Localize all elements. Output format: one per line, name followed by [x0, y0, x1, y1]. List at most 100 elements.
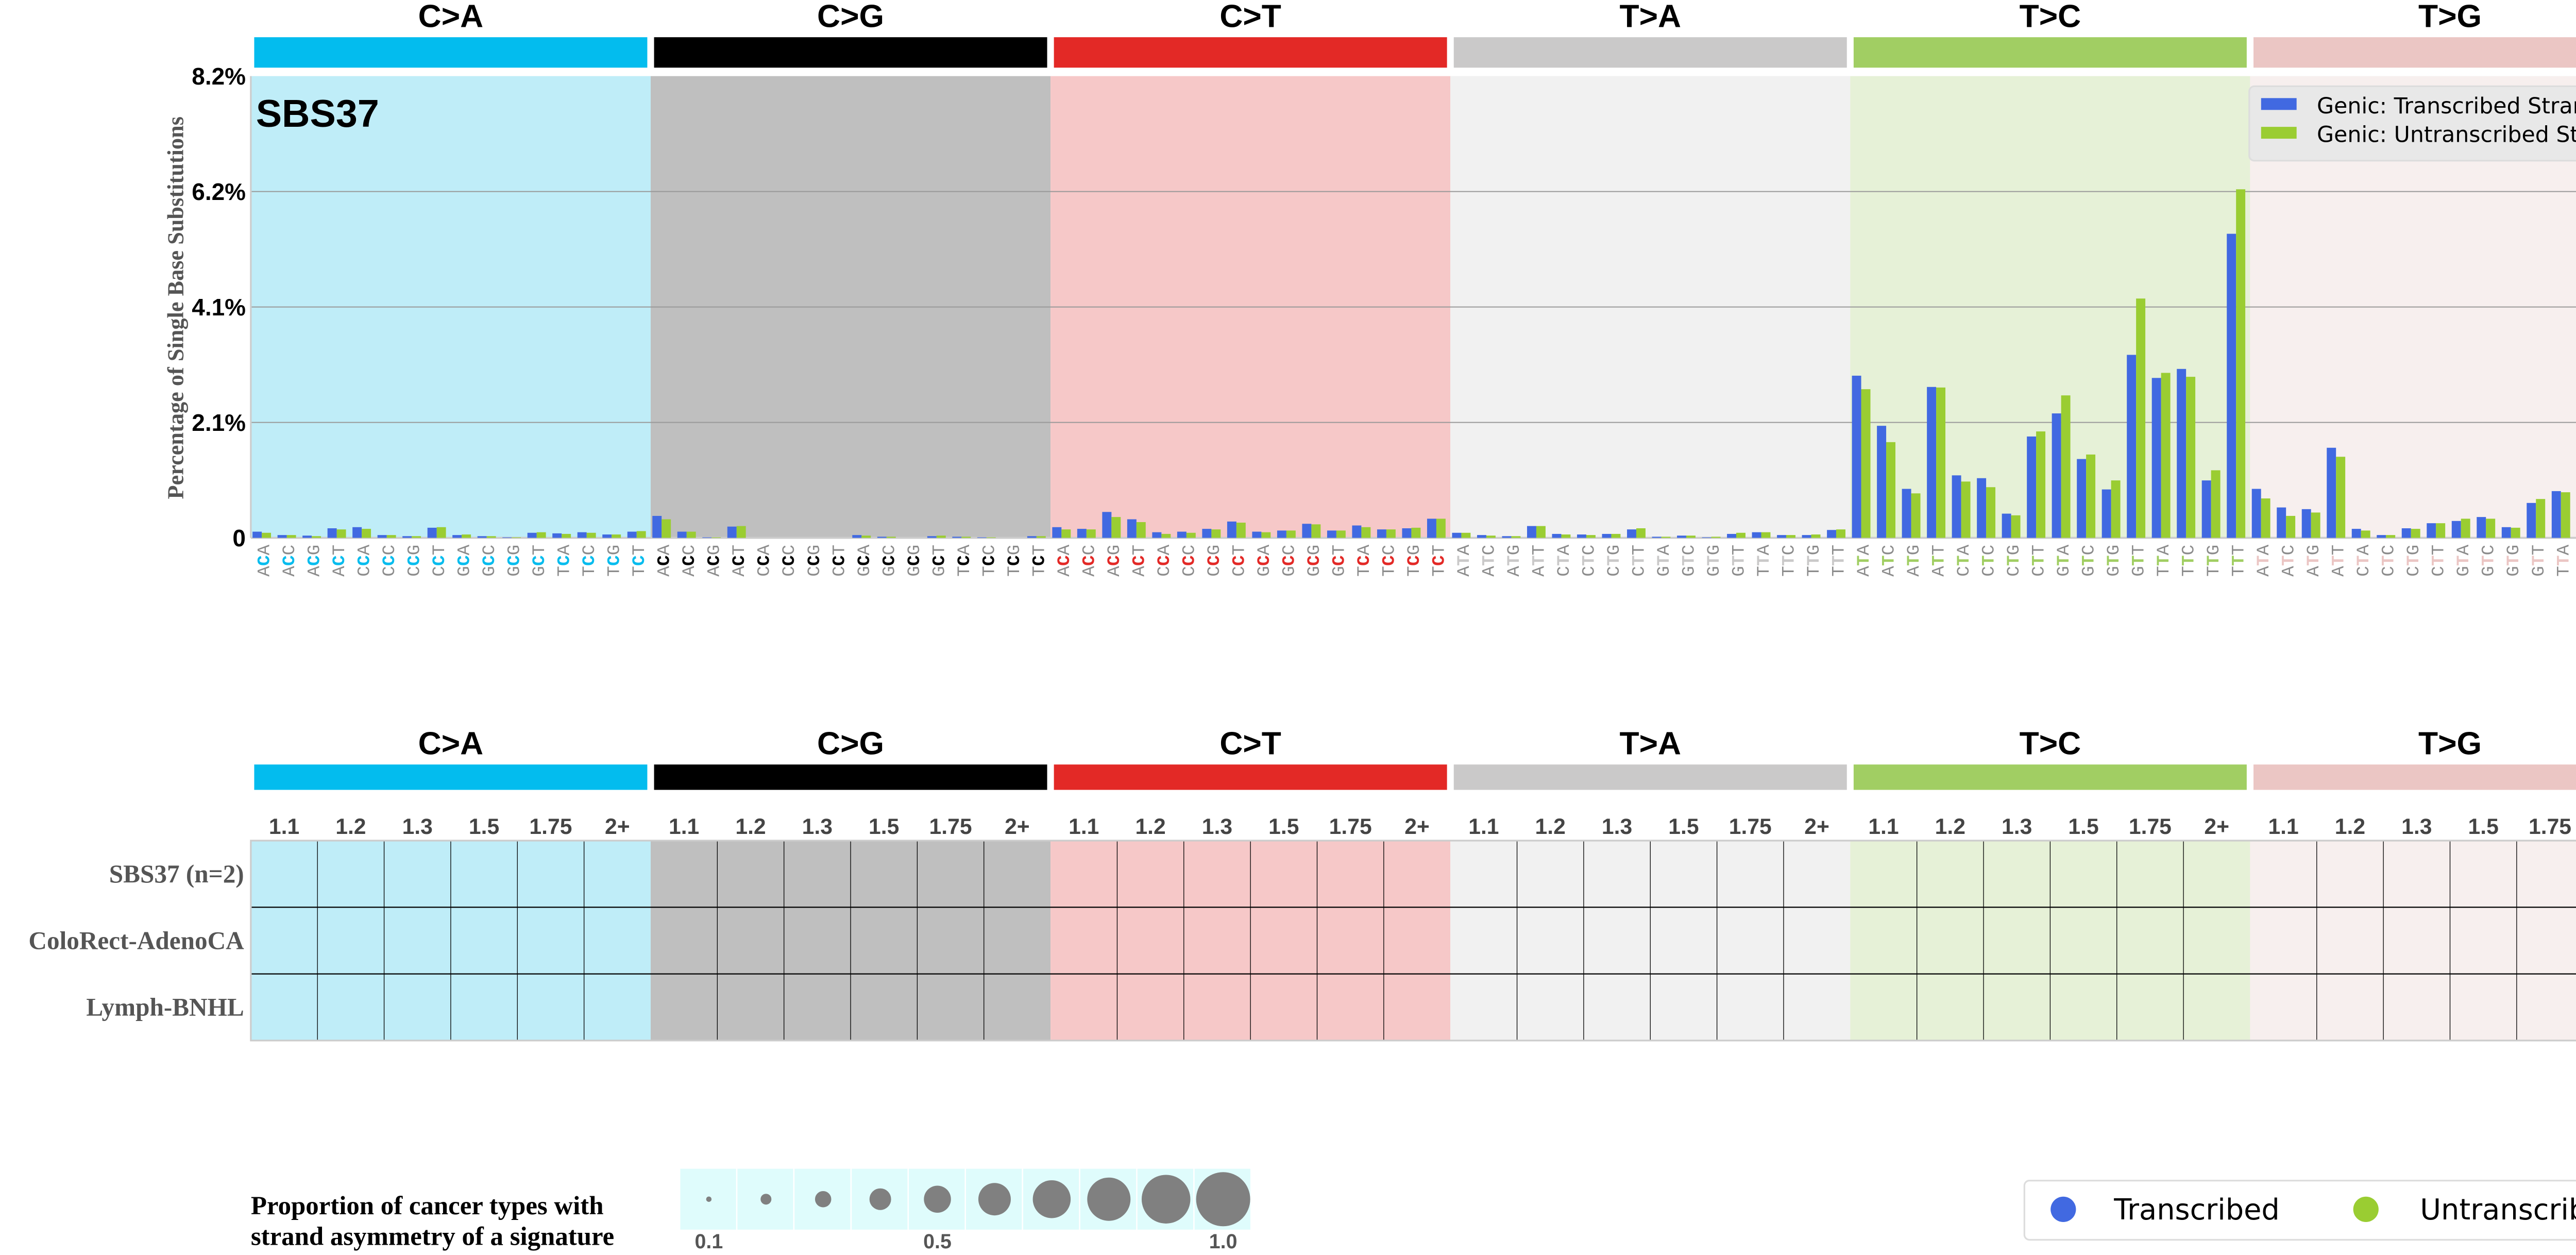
context-letter: T: [1454, 555, 1475, 566]
context-letter: G: [2304, 545, 2324, 556]
context-letter: T: [1504, 555, 1524, 566]
context-label: GTG: [2104, 545, 2124, 577]
context-letter: T: [1730, 545, 1750, 556]
bar-transcribed: [2377, 535, 2386, 538]
context-letter: C: [1179, 555, 1199, 566]
context-letter: T: [1829, 555, 1850, 566]
mutation-type-bar: [1853, 37, 2247, 68]
context-letter: A: [1904, 566, 1924, 577]
context-letter: T: [580, 566, 600, 577]
context-letter: A: [1354, 544, 1375, 555]
context-letter: C: [1155, 566, 1175, 577]
context-letter: G: [480, 566, 500, 577]
bar-transcribed: [2002, 513, 2011, 538]
context-letter: T: [1929, 555, 1950, 566]
bar-untranscribed: [2036, 431, 2046, 538]
context-letter: C: [879, 555, 900, 566]
size-legend-dot: [1032, 1180, 1071, 1218]
context-letter: G: [705, 545, 725, 556]
fold-change-column-label: 1.1: [1468, 814, 1499, 839]
bar-transcribed: [1652, 537, 1662, 538]
bar-untranscribed: [362, 529, 371, 538]
legend-box: [2248, 85, 2576, 162]
context-letter: C: [280, 545, 300, 556]
context-letter: T: [1829, 566, 1850, 577]
context-letter: T: [2504, 555, 2524, 566]
context-letter: G: [2104, 545, 2124, 556]
bar-transcribed: [2327, 447, 2336, 538]
context-letter: T: [330, 545, 350, 556]
context-letter: G: [505, 545, 525, 556]
context-letter: A: [255, 544, 275, 555]
bar-transcribed: [1377, 529, 1386, 538]
context-label: ATC: [2279, 545, 2299, 577]
context-letter: C: [430, 566, 450, 577]
mutation-type-bar: [2253, 37, 2576, 68]
fold-change-column-label: 1.75: [2529, 814, 2571, 839]
context-letter: T: [1629, 545, 1649, 556]
table-mutation-type-bar: [654, 764, 1047, 790]
context-letter: A: [1854, 566, 1874, 577]
context-letter: G: [2079, 566, 2099, 577]
context-letter: A: [1479, 566, 1499, 577]
context-letter: C: [280, 555, 300, 566]
context-letter: A: [1255, 544, 1275, 555]
bar-untranscribed: [462, 534, 471, 538]
context-label: CTT: [1629, 545, 1649, 577]
context-label: GTC: [1680, 545, 1700, 577]
bar-untranscribed: [1786, 535, 1795, 538]
context-letter: T: [1829, 545, 1850, 556]
context-letter: A: [855, 544, 875, 555]
size-legend-dot: [815, 1191, 832, 1208]
context-letter: A: [1879, 566, 1900, 577]
context-letter: C: [505, 555, 525, 566]
context-letter: C: [680, 555, 700, 566]
bar-transcribed: [2177, 369, 2187, 538]
strand-bias-bar-chart: C>A C>G C>T T>A T>C T>G 0 2.1% 4.1% 6.2% 8.2%Perce…: [163, 0, 2576, 577]
context-label: ATA: [1454, 544, 1475, 576]
context-label: ATC: [1479, 545, 1499, 577]
bar-untranscribed: [1586, 535, 1596, 538]
mutation-type-label: T>A: [1620, 0, 1682, 35]
context-label: GTT: [1730, 545, 1750, 577]
bar-transcribed: [477, 536, 487, 538]
context-label: ATC: [1879, 545, 1900, 577]
context-letter: T: [1804, 566, 1824, 577]
context-label: GCA: [455, 544, 475, 576]
bar-untranscribed: [1936, 387, 1946, 538]
context-letter: C: [1055, 555, 1075, 566]
table-row-label: SBS37 (n=2): [109, 860, 244, 888]
fold-change-column-label: 1.5: [869, 814, 899, 839]
table-mutation-type-label: C>T: [1219, 726, 1281, 762]
context-label: ATA: [1854, 544, 1874, 576]
context-letter: A: [1105, 566, 1125, 577]
bar-untranscribed: [2161, 373, 2171, 538]
bar-untranscribed: [1361, 527, 1371, 538]
context-label: ACT: [730, 545, 750, 577]
bar-transcribed: [977, 537, 987, 538]
context-letter: A: [1454, 566, 1475, 577]
context-label: GTA: [2054, 544, 2074, 576]
bar-transcribed: [2551, 491, 2561, 538]
bar-untranscribed: [562, 533, 571, 538]
context-letter: C: [380, 545, 400, 556]
context-letter: C: [979, 545, 999, 556]
bar-transcribed: [1877, 426, 1887, 538]
context-letter: C: [1229, 566, 1249, 577]
context-letter: C: [1279, 545, 1299, 556]
context-letter: C: [405, 555, 425, 566]
context-letter: C: [1105, 555, 1125, 566]
context-label: ATT: [1929, 545, 1950, 577]
fold-change-column-label: 1.75: [929, 814, 972, 839]
bar-untranscribed: [1411, 527, 1421, 538]
bar-transcribed: [302, 536, 312, 538]
context-letter: T: [1005, 566, 1025, 577]
bar-transcribed: [1352, 525, 1362, 538]
y-tick-label: 4.1%: [192, 294, 246, 321]
context-letter: C: [630, 555, 650, 566]
table-mutation-type-bar: [2253, 764, 2576, 790]
context-letter: A: [1554, 544, 1574, 555]
bar-transcribed: [652, 515, 662, 538]
context-letter: G: [1680, 566, 1700, 577]
context-letter: C: [1629, 566, 1649, 577]
